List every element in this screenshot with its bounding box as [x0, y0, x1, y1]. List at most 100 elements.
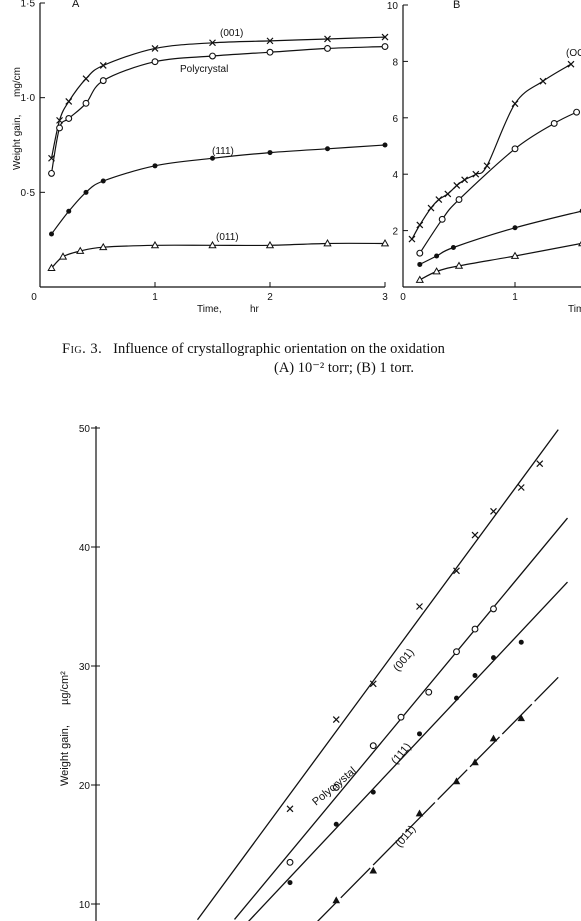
panel-a-data-point: [99, 77, 107, 85]
lower-data-point: [369, 680, 377, 688]
lower-series-label-111: (111): [389, 741, 414, 767]
figure-caption: Fig. 3. Influence of crystallographic or…: [62, 340, 581, 378]
lower-data-point: [370, 789, 376, 795]
panel-b-x-axis-title: Time,: [568, 304, 581, 315]
panel-b-data-point: [539, 77, 547, 85]
lower-data-point: [453, 648, 460, 656]
panel-a-x-tick-label: 0: [31, 292, 37, 303]
lower-data-point: [416, 603, 423, 610]
lower-data-point: [518, 639, 524, 645]
panel-a-data-point: [382, 142, 388, 148]
panel-a-data-point: [266, 48, 274, 56]
panel-a-series-line: [51, 144, 386, 235]
lower-data-point: [472, 673, 478, 679]
panel-b-data-point: [416, 249, 424, 257]
panel-b-y-tick-label: 2: [392, 227, 398, 238]
panel-a-x-axis-unit: hr: [250, 304, 260, 315]
panel-a-data-point: [209, 52, 216, 60]
lower-data-point: [471, 531, 479, 539]
panel-a-x-tick-label: 2: [267, 292, 273, 303]
panel-a-series-line: [50, 36, 386, 159]
panel-b-data-point: [510, 251, 520, 259]
lower-series-line: [248, 581, 568, 921]
panel-a-data-point: [265, 240, 275, 249]
panel-a-label: A: [72, 0, 80, 10]
panel-a-data-point: [65, 115, 73, 122]
panel-b-data-point: [511, 100, 519, 108]
panel-a-data-point: [266, 37, 274, 45]
panel-a-data-point: [380, 239, 390, 247]
panel-a-y-tick-label: 1·0: [21, 93, 36, 104]
panel-a-y-tick-label: 0·5: [21, 188, 36, 199]
panel-a-series-label-111: (111): [212, 146, 234, 157]
panel-b-series-label: (OO: [566, 48, 581, 59]
lower-data-point: [286, 858, 294, 866]
lower-series-label-011: (011): [393, 823, 418, 850]
panel-a-data-point: [49, 231, 54, 237]
panel-a-data-point: [76, 246, 85, 254]
lower-data-point: [490, 507, 497, 515]
panel-a-series-label-011: (011): [216, 232, 239, 243]
panel-a-x-tick-label: 3: [382, 292, 388, 303]
panel-b-data-point: [511, 145, 519, 153]
lower-data-point: [369, 742, 377, 750]
lower-y-axis-title: Weight gain,: [59, 725, 71, 786]
panel-a-data-point: [209, 39, 216, 47]
lower-data-point: [397, 713, 405, 721]
panel-a-data-point: [210, 155, 215, 161]
lower-data-point: [471, 758, 479, 766]
panel-b-data-point: [512, 225, 518, 231]
lower-data-point: [489, 734, 498, 742]
lower-data-point: [471, 625, 479, 633]
panel-b-chart: 2 4 6 8 10 0 1 B Time, (OO: [387, 0, 581, 315]
panel-b-data-point: [432, 267, 441, 275]
lower-data-point: [415, 809, 424, 817]
panel-a-data-point: [66, 208, 72, 214]
panel-a-data-point: [56, 124, 63, 132]
panel-b-data-point: [573, 108, 581, 116]
lower-data-point: [417, 731, 422, 737]
panel-a-data-point: [82, 75, 90, 83]
panel-a-data-point: [151, 45, 159, 52]
lower-y-tick-label: 30: [79, 662, 91, 673]
panel-b-y-tick-label: 6: [392, 114, 398, 125]
lower-data-point: [517, 714, 526, 722]
panel-a-data-point: [65, 98, 73, 105]
lower-data-point: [333, 821, 339, 827]
caption-line-2: (A) 10⁻² torr; (B) 1 torr.: [274, 360, 415, 376]
panel-b-data-point: [438, 215, 446, 223]
panel-a-data-point: [152, 163, 158, 169]
caption-figure-label: Fig. 3.: [62, 341, 103, 357]
lower-data-point: [369, 866, 378, 874]
lower-data-point: [490, 605, 497, 613]
panel-a-data-point: [82, 99, 90, 107]
panel-a-data-point: [151, 58, 159, 66]
panel-b-series-line: [419, 111, 577, 254]
lower-y-tick-label: 40: [79, 543, 91, 554]
lower-data-point: [536, 460, 544, 468]
panel-b-data-point: [483, 162, 491, 170]
panel-b-series-line: [411, 63, 572, 240]
panel-a-data-point: [381, 33, 389, 41]
panel-b-x-tick-label: 1: [512, 292, 518, 303]
panel-b-data-point: [434, 253, 440, 259]
lower-data-point: [287, 880, 293, 886]
panel-b-data-point: [455, 196, 463, 204]
caption-line-1: Influence of crystallographic orientatio…: [113, 341, 445, 357]
panel-b-y-tick-label: 4: [392, 170, 398, 181]
panel-a-data-point: [83, 189, 89, 195]
lower-series-line: [317, 676, 559, 921]
panel-b-data-point: [416, 221, 424, 229]
lower-data-point: [517, 484, 525, 491]
panel-a-series-line: [50, 45, 386, 174]
panel-b-data-point: [472, 170, 480, 178]
panel-a-data-point: [58, 252, 68, 260]
panel-a-data-point: [267, 150, 273, 156]
lower-y-tick-label: 10: [79, 900, 91, 911]
panel-b-y-tick-label: 10: [387, 1, 399, 12]
lower-data-point: [332, 896, 341, 904]
panel-a-y-tick-label: 1·5: [21, 0, 36, 10]
panel-a-data-point: [48, 169, 55, 177]
lower-y-tick-label: 20: [79, 781, 91, 792]
